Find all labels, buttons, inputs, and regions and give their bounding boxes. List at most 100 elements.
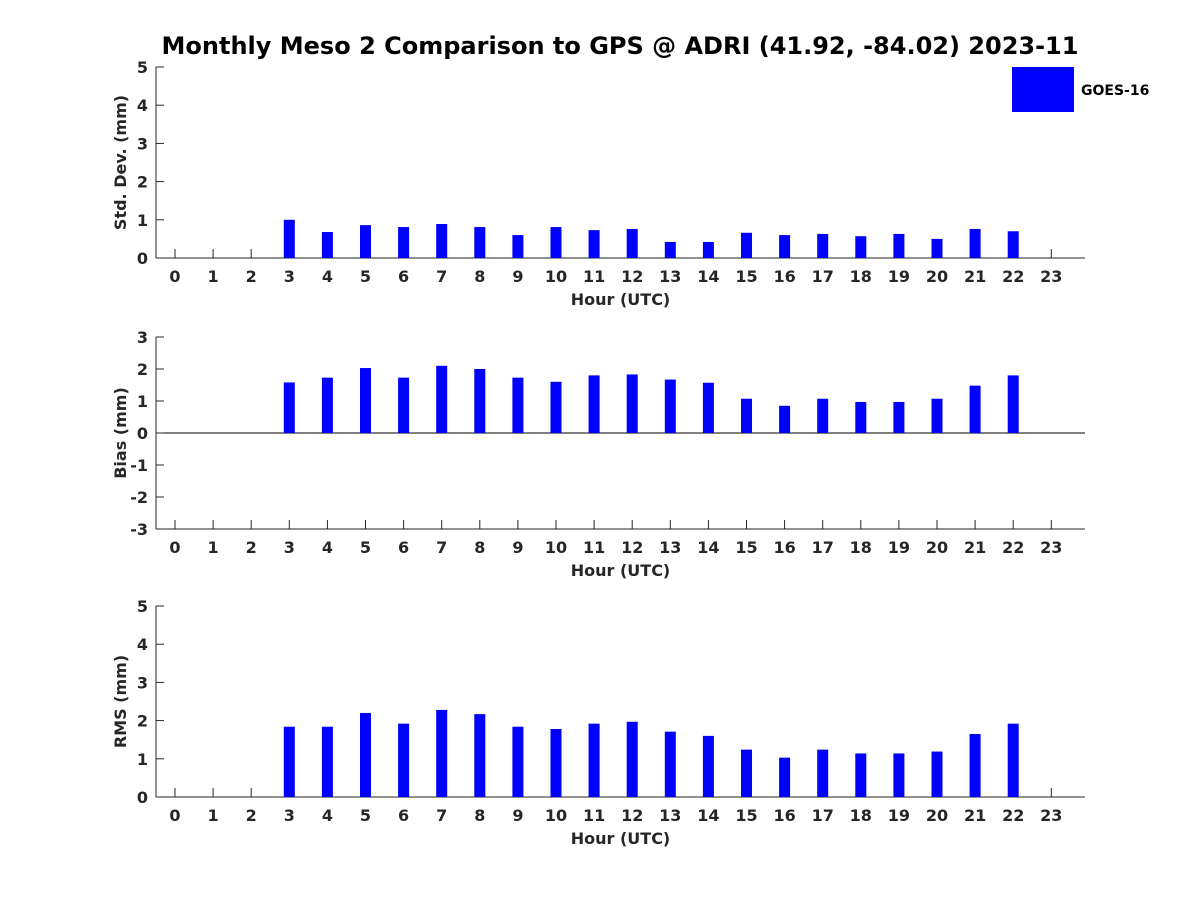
x-tick-label: 7 [436, 267, 447, 286]
bar-hour-4 [321, 377, 333, 433]
x-tick-label: 16 [773, 267, 795, 286]
y-tick-label: 1 [137, 392, 148, 411]
x-tick-label: 19 [888, 267, 910, 286]
bar-hour-16 [779, 235, 791, 258]
x-tick-label: 7 [436, 538, 447, 557]
bar-hour-21 [969, 385, 981, 433]
y-tick-label: 0 [137, 249, 148, 268]
x-tick-label: 16 [773, 806, 795, 825]
y-axis-label: RMS (mm) [111, 655, 130, 748]
x-tick-label: 17 [812, 806, 834, 825]
bar-hour-12 [626, 374, 638, 433]
x-tick-label: 14 [697, 806, 719, 825]
x-tick-label: 23 [1040, 538, 1062, 557]
x-tick-label: 9 [512, 538, 523, 557]
bar-hour-18 [855, 401, 867, 433]
x-tick-label: 2 [246, 538, 257, 557]
x-tick-label: 0 [169, 267, 180, 286]
bar-hour-8 [474, 369, 486, 433]
x-tick-label: 22 [1002, 538, 1024, 557]
x-tick-label: 17 [812, 538, 834, 557]
x-tick-label: 3 [284, 538, 295, 557]
y-tick-label: 5 [137, 597, 148, 616]
x-tick-label: 23 [1040, 806, 1062, 825]
bar-hour-19 [893, 401, 905, 433]
bar-hour-8 [474, 714, 486, 797]
x-axis-label: Hour (UTC) [571, 829, 671, 848]
x-tick-label: 13 [659, 267, 681, 286]
y-tick-label: -1 [130, 456, 148, 475]
y-tick-label: 2 [137, 173, 148, 192]
x-tick-label: 20 [926, 538, 948, 557]
bar-hour-15 [741, 749, 752, 797]
x-axis-label: Hour (UTC) [571, 290, 671, 309]
x-tick-label: 18 [850, 806, 872, 825]
x-tick-label: 9 [512, 267, 523, 286]
x-tick-label: 1 [208, 806, 219, 825]
x-tick-label: 9 [512, 806, 523, 825]
x-tick-label: 18 [850, 538, 872, 557]
bar-hour-19 [893, 753, 905, 797]
y-tick-label: 3 [137, 673, 148, 692]
bar-hour-7 [436, 709, 448, 797]
x-tick-label: 22 [1002, 806, 1024, 825]
bar-hour-15 [741, 398, 752, 433]
bar-hour-21 [969, 733, 981, 797]
y-tick-label: -2 [130, 488, 148, 507]
bar-hour-6 [398, 227, 410, 258]
bar-hour-11 [588, 375, 600, 433]
x-tick-label: 21 [964, 806, 986, 825]
x-tick-label: 3 [284, 267, 295, 286]
bar-hour-7 [436, 224, 448, 258]
x-tick-label: 10 [545, 806, 567, 825]
legend-label: GOES-16 [1081, 83, 1149, 99]
bar-hour-10 [550, 227, 562, 258]
bar-hour-3 [283, 219, 295, 258]
y-axis-label: Bias (mm) [111, 387, 130, 479]
x-tick-label: 18 [850, 267, 872, 286]
x-tick-label: 8 [474, 538, 485, 557]
x-tick-label: 3 [284, 806, 295, 825]
y-tick-label: 3 [137, 328, 148, 347]
x-tick-label: 20 [926, 267, 948, 286]
x-tick-label: 2 [246, 806, 257, 825]
bar-hour-20 [931, 751, 943, 797]
x-tick-label: 15 [735, 267, 757, 286]
y-tick-label: 1 [137, 750, 148, 769]
bar-hour-9 [512, 377, 524, 433]
chart-title: Monthly Meso 2 Comparison to GPS @ ADRI … [162, 32, 1079, 60]
bar-hour-15 [741, 232, 752, 258]
bar-hour-22 [1007, 723, 1019, 797]
x-tick-label: 22 [1002, 267, 1024, 286]
legend: GOES-16 [1012, 67, 1149, 112]
bar-hour-10 [550, 381, 562, 433]
x-tick-label: 7 [436, 806, 447, 825]
bar-hour-17 [817, 398, 829, 433]
x-tick-label: 5 [360, 806, 371, 825]
bar-hour-18 [855, 236, 867, 258]
bar-hour-13 [664, 379, 676, 433]
bar-hour-5 [360, 712, 371, 797]
x-tick-label: 13 [659, 806, 681, 825]
x-tick-label: 12 [621, 267, 643, 286]
bar-hour-21 [969, 228, 981, 258]
x-tick-label: 5 [360, 267, 371, 286]
x-tick-label: 16 [773, 538, 795, 557]
y-axis-label: Std. Dev. (mm) [111, 95, 130, 230]
bar-hour-9 [512, 726, 524, 797]
x-tick-label: 11 [583, 538, 605, 557]
bar-hour-8 [474, 227, 486, 258]
x-tick-label: 6 [398, 267, 409, 286]
bar-hour-20 [931, 398, 943, 433]
y-tick-label: 4 [137, 635, 148, 654]
x-tick-label: 17 [812, 267, 834, 286]
bar-hour-16 [779, 405, 791, 433]
bar-hour-10 [550, 729, 562, 797]
x-tick-label: 4 [322, 538, 333, 557]
y-tick-label: 1 [137, 211, 148, 230]
x-tick-label: 23 [1040, 267, 1062, 286]
